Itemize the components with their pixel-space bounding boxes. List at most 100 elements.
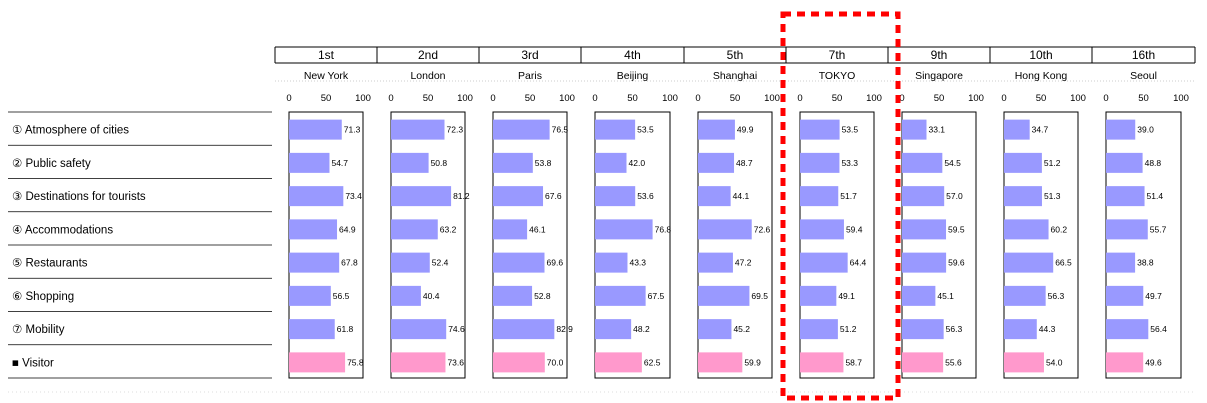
axis-tick-label: 100 [559,93,575,104]
rank-label: 4th [624,48,641,62]
bar-value-label: 49.7 [1145,291,1162,301]
visitor-bar [800,352,844,373]
bar-value-label: 76.5 [552,125,569,135]
criteria-bar [595,285,646,306]
criteria-bar [595,319,632,340]
axis-tick-label: 100 [1070,93,1086,104]
axis-tick-label: 50 [1138,93,1149,104]
criteria-bar [1004,219,1049,240]
header-table: 1st New York 2nd London 3rd Paris 4th Beijing 5t… [274,46,1196,82]
bar-value-label: 58.7 [845,357,862,367]
city-name-label: Paris [518,70,542,82]
category-label: ⑦ Mobility [12,324,65,336]
bar-value-label: 53.3 [841,158,858,168]
bar-value-label: 56.3 [946,324,963,334]
tokyo-highlight-box [780,11,901,401]
bar-value-label: 48.8 [1145,158,1162,168]
bar-value-label: 64.9 [339,224,356,234]
axis-scales: 0 50 100 0 50 100 0 50 100 0 50 100 0 50 100 0 50 100 0 50 1… [286,93,1189,104]
visitor-bar [391,352,446,373]
axis-tick-label: 0 [695,93,700,104]
rank-label: 10th [1029,48,1052,62]
bar-value-label: 56.5 [333,291,350,301]
criteria-bar [698,152,735,173]
bar-value-label: 51.2 [1044,158,1061,168]
criteria-bar [1106,285,1144,306]
bar-value-label: 52.8 [534,291,551,301]
city-name-label: TOKYO [819,70,856,82]
bar-value-label: 73.6 [447,357,464,367]
bar-value-label: 63.2 [440,224,457,234]
bar-value-label: 56.4 [1150,324,1167,334]
bar-value-label: 62.5 [644,357,661,367]
bar-panels: 71.3 54.7 73.4 64.9 67.8 56.5 61.8 75.8 72.3 50.8… [288,111,1182,379]
criteria-bar [800,219,844,240]
criteria-bar [1004,119,1030,140]
criteria-bar [493,252,545,273]
axis-tick-label: 0 [592,93,597,104]
rank-label: 1st [318,48,335,62]
rank-label: 2nd [418,48,438,62]
axis-tick-label: 50 [627,93,638,104]
criteria-bar [1106,119,1136,140]
axis-tick-label: 100 [764,93,780,104]
axis-tick-label: 100 [355,93,371,104]
bar-value-label: 46.1 [529,224,546,234]
category-label: ① Atmosphere of cities [12,125,129,137]
bar-value-label: 52.4 [432,258,449,268]
rank-label: 3rd [521,48,538,62]
criteria-bar [595,219,653,240]
rank-label: 5th [727,48,744,62]
bar-value-label: 55.7 [1150,224,1167,234]
bar-value-label: 66.5 [1055,258,1072,268]
bar-value-label: 71.3 [344,125,361,135]
criteria-bar [800,252,848,273]
bar-value-label: 49.6 [1145,357,1162,367]
bar-value-label: 40.4 [423,291,440,301]
criteria-bar [493,285,533,306]
axis-tick-label: 0 [286,93,291,104]
axis-tick-label: 100 [457,93,473,104]
criteria-bar [493,119,550,140]
bar-value-label: 44.1 [733,191,750,201]
bar-value-label: 48.7 [736,158,753,168]
rank-label: 16th [1132,48,1155,62]
criteria-bar [1106,152,1143,173]
bar-value-label: 82.9 [556,324,573,334]
criteria-bar [595,252,628,273]
criteria-bar [493,219,528,240]
bar-value-label: 53.5 [637,125,654,135]
bar-value-label: 69.6 [547,258,564,268]
bar-value-label: 54.5 [944,158,961,168]
criteria-bar [1004,285,1046,306]
criteria-bar [391,186,452,207]
criteria-bar [289,285,331,306]
criteria-bar [698,319,732,340]
criteria-bar [391,319,447,340]
criteria-bar [800,285,837,306]
bar-value-label: 45.1 [937,291,954,301]
visitor-bar [595,352,642,373]
bar-value-label: 51.2 [840,324,857,334]
criteria-bar [289,152,330,173]
axis-tick-label: 100 [662,93,678,104]
criteria-bar [1004,252,1054,273]
bar-value-label: 69.5 [751,291,768,301]
bar-value-label: 49.9 [737,125,754,135]
bar-value-label: 67.6 [545,191,562,201]
visitor-bar [1004,352,1044,373]
bar-value-label: 70.0 [547,357,564,367]
city-name-label: London [410,70,445,82]
axis-tick-label: 0 [388,93,393,104]
visitor-bar [698,352,743,373]
bar-value-label: 51.7 [840,191,857,201]
city-name-label: New York [304,70,349,82]
bar-value-label: 81.2 [453,191,470,201]
criteria-bar [1106,219,1148,240]
bar-value-label: 51.3 [1044,191,1061,201]
visitor-bar [1106,352,1144,373]
bar-value-label: 59.5 [948,224,965,234]
criteria-bar [493,152,533,173]
criteria-bar [493,319,555,340]
